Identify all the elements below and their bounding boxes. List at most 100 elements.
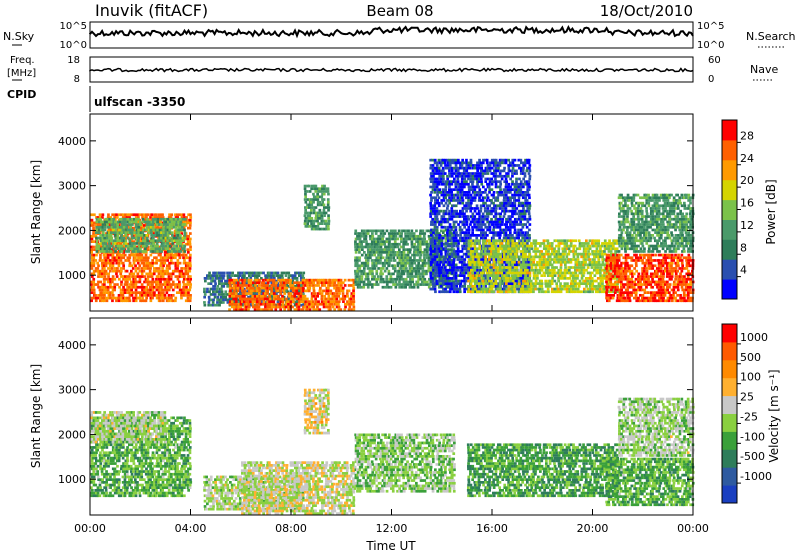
power-cell-1 [125,228,128,232]
power-cell-6 [463,185,466,189]
power-cell-5 [427,253,431,257]
power-cell-6 [465,164,469,167]
power-cell-0 [167,253,171,257]
power-cell-0 [109,229,113,233]
power-cell-6 [476,268,479,272]
power-cell-5 [408,269,412,273]
power-cell-6 [451,271,454,275]
power-cell-5 [381,240,385,243]
power-cell-0 [105,277,108,281]
power-cell-3 [325,305,328,309]
power-cell-6 [474,164,477,167]
power-cell-1 [164,220,167,224]
power-cell-6 [452,290,456,294]
power-cell-3 [234,297,238,301]
power-cell-0 [155,267,159,270]
power-cell-6 [450,166,454,170]
power-cell-3 [324,297,328,301]
power-cell-6 [462,271,466,275]
power-cell-3 [287,308,290,311]
power-cell-5 [402,280,406,284]
power-cell-1 [156,217,160,221]
power-cell-1 [178,236,182,240]
power-cell-1 [114,220,117,224]
power-cell-6 [442,271,445,275]
power-cell-1 [148,225,152,229]
power-cell-6 [448,263,451,267]
power-cell-1 [106,220,110,224]
power-cell-6 [498,215,502,218]
power-cell-6 [457,188,460,191]
power-cell-0 [178,291,181,294]
power-cell-3 [325,281,328,285]
power-cell-0 [186,242,190,246]
power-cell-5 [406,232,410,235]
nsky-series-line [89,24,694,39]
power-cell-0 [122,288,125,292]
power-cell-3 [259,308,263,311]
power-cell-2 [264,277,268,280]
power-cell-5 [419,248,422,251]
power-cell-0 [167,299,171,303]
power-cell-5 [398,232,402,235]
power-cell-6 [429,287,433,291]
power-cell-6 [440,174,443,178]
power-cell-5 [406,269,410,273]
power-cell-0 [185,277,188,281]
power-cell-5 [404,277,408,281]
power-cell-0 [160,296,163,300]
power-cell-6 [495,223,498,226]
power-cell-6 [478,212,481,216]
power-cell-6 [443,234,447,237]
power-cell-2 [222,282,226,285]
power-cell-4 [323,222,326,225]
power-cell-6 [498,164,502,167]
power-cell-1 [116,244,120,248]
power-cell-3 [304,284,307,287]
power-cell-2 [282,295,286,299]
power-cell-2 [249,295,253,299]
power-cell-3 [345,302,349,306]
power-cell-6 [459,274,462,277]
power-cell-2 [210,279,213,283]
power-cell-0 [143,288,146,292]
power-cell-6 [475,212,479,216]
power-cell-6 [452,204,456,208]
power-cell-1 [173,247,176,251]
power-cell-1 [168,239,172,243]
power-cell-1 [109,234,113,237]
power-cell-0 [140,221,144,225]
power-cell-6 [463,225,466,229]
power-cell-5 [379,259,382,262]
power-cell-6 [440,201,443,205]
power-cell-2 [275,293,278,296]
power-cell-1 [175,247,178,251]
power-cell-5 [431,242,435,246]
power-cell-3 [279,292,283,295]
power-cell-0 [121,261,125,265]
power-cell-3 [247,305,251,309]
power-cell-6 [461,239,464,243]
power-cell-6 [436,191,439,194]
power-cell-5 [356,275,359,278]
power-cell-0 [159,299,162,303]
power-cell-4 [327,200,330,204]
power-cell-6 [452,268,456,272]
power-cell-4 [327,227,330,231]
power-cell-3 [301,281,305,285]
power-cell-3 [247,292,251,295]
power-cell-1 [164,225,168,229]
power-cell-5 [370,269,374,273]
power-cell-3 [320,297,324,301]
power-cell-6 [433,188,437,191]
power-cell-3 [312,289,316,293]
power-cell-5 [354,245,357,249]
power-cell-5 [388,251,391,254]
power-cell-2 [228,274,232,277]
power-cell-1 [128,220,132,224]
power-cell-0 [165,256,169,260]
power-cell-6 [464,252,468,256]
power-cell-0 [176,253,180,257]
power-cell-4 [327,214,330,217]
power-cell-0 [157,269,161,273]
